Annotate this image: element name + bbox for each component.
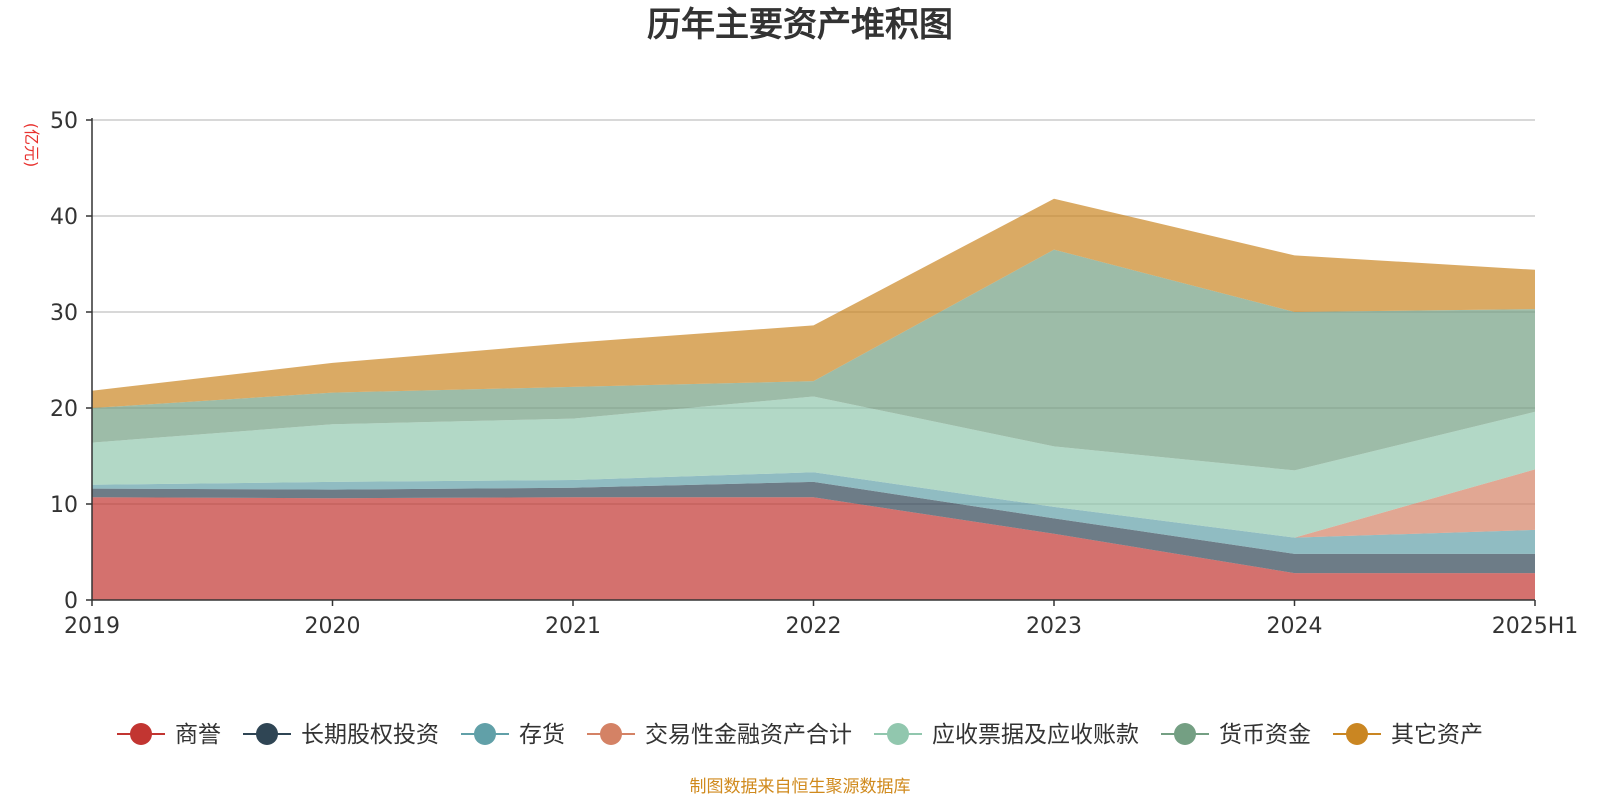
legend-marker-icon [600,723,622,745]
legend-item: 货币资金 [1161,722,1311,748]
y-tick-label: 10 [50,493,78,518]
legend-label: 应收票据及应收账款 [932,722,1139,748]
legend-label: 存货 [519,722,565,748]
area-交易性金融资产合计 [92,469,1535,538]
legend-label: 商誉 [175,722,221,748]
legend-label: 长期股权投资 [301,722,439,748]
axes: 0 10 20 30 40 50 2019 2020 2021 2022 2023 2024 2025H… [50,109,1578,639]
legend-marker-icon [256,723,278,745]
y-tick-label: 20 [50,397,78,422]
legend-marker-icon [130,723,152,745]
y-tick-label: 0 [64,589,78,614]
legend-item: 商誉 [117,722,221,748]
legend-item: 应收票据及应收账款 [874,722,1139,748]
area-长期股权投资 [92,481,1535,574]
legend-marker-icon [474,723,496,745]
legend-marker-icon [887,723,909,745]
legend-label: 交易性金融资产合计 [645,722,852,748]
area-series [92,198,1535,600]
legend: 商誉 长期股权投资 存货 交易性金融资产合计 应收票据及应收账款 货币资金 其它资产 [117,722,1483,748]
area-货币资金 [92,249,1535,471]
legend-marker-icon [1346,723,1368,745]
x-tick-label: 2021 [545,614,601,639]
legend-item: 交易性金融资产合计 [587,722,852,748]
chart-title: 历年主要资产堆积图 [647,5,953,45]
legend-label: 其它资产 [1391,722,1483,748]
x-tick-label: 2019 [64,614,120,639]
area-商誉 [92,497,1535,600]
legend-item: 其它资产 [1333,722,1483,748]
legend-label: 货币资金 [1219,722,1311,748]
x-tick-label: 2025H1 [1492,614,1579,639]
legend-item: 长期股权投资 [243,722,439,748]
legend-marker-icon [1174,723,1196,745]
area-存货 [92,472,1535,554]
x-tick-label: 2020 [305,614,361,639]
y-axis-unit: (亿元) [22,123,41,168]
area-应收票据及应收账款 [92,396,1535,538]
y-tick-label: 30 [50,301,78,326]
area-其它资产 [92,198,1535,408]
legend-item: 存货 [461,722,565,748]
y-tick-label: 40 [50,205,78,230]
source-note: 制图数据来自恒生聚源数据库 [690,777,911,797]
x-tick-label: 2024 [1267,614,1323,639]
y-tick-label: 50 [50,109,78,134]
x-tick-label: 2022 [786,614,842,639]
x-tick-label: 2023 [1026,614,1082,639]
